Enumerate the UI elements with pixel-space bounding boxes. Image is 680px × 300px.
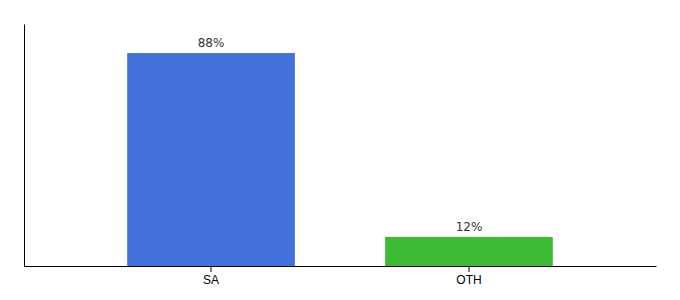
x-tick-mark: [211, 266, 212, 272]
bar: [127, 53, 295, 266]
bar: [385, 237, 553, 266]
x-axis-line: [25, 266, 657, 267]
x-tick-label: SA: [203, 273, 219, 287]
x-axis: SA OTH: [25, 266, 657, 287]
x-tick-mark: [468, 266, 469, 272]
data-label: 88%: [198, 36, 225, 50]
plot-area: SA OTH 88% 12%: [25, 25, 657, 287]
bars: [127, 53, 553, 266]
chart-container: SA OTH 88% 12%: [0, 0, 680, 300]
data-labels: 88% 12%: [198, 36, 483, 234]
y-axis: [24, 25, 25, 267]
data-label: 12%: [456, 220, 483, 234]
x-tick: SA: [203, 266, 219, 287]
y-axis-line: [24, 25, 25, 267]
chart-svg: SA OTH 88% 12%: [0, 0, 680, 300]
x-tick-label: OTH: [456, 273, 481, 287]
x-tick: OTH: [456, 266, 481, 287]
